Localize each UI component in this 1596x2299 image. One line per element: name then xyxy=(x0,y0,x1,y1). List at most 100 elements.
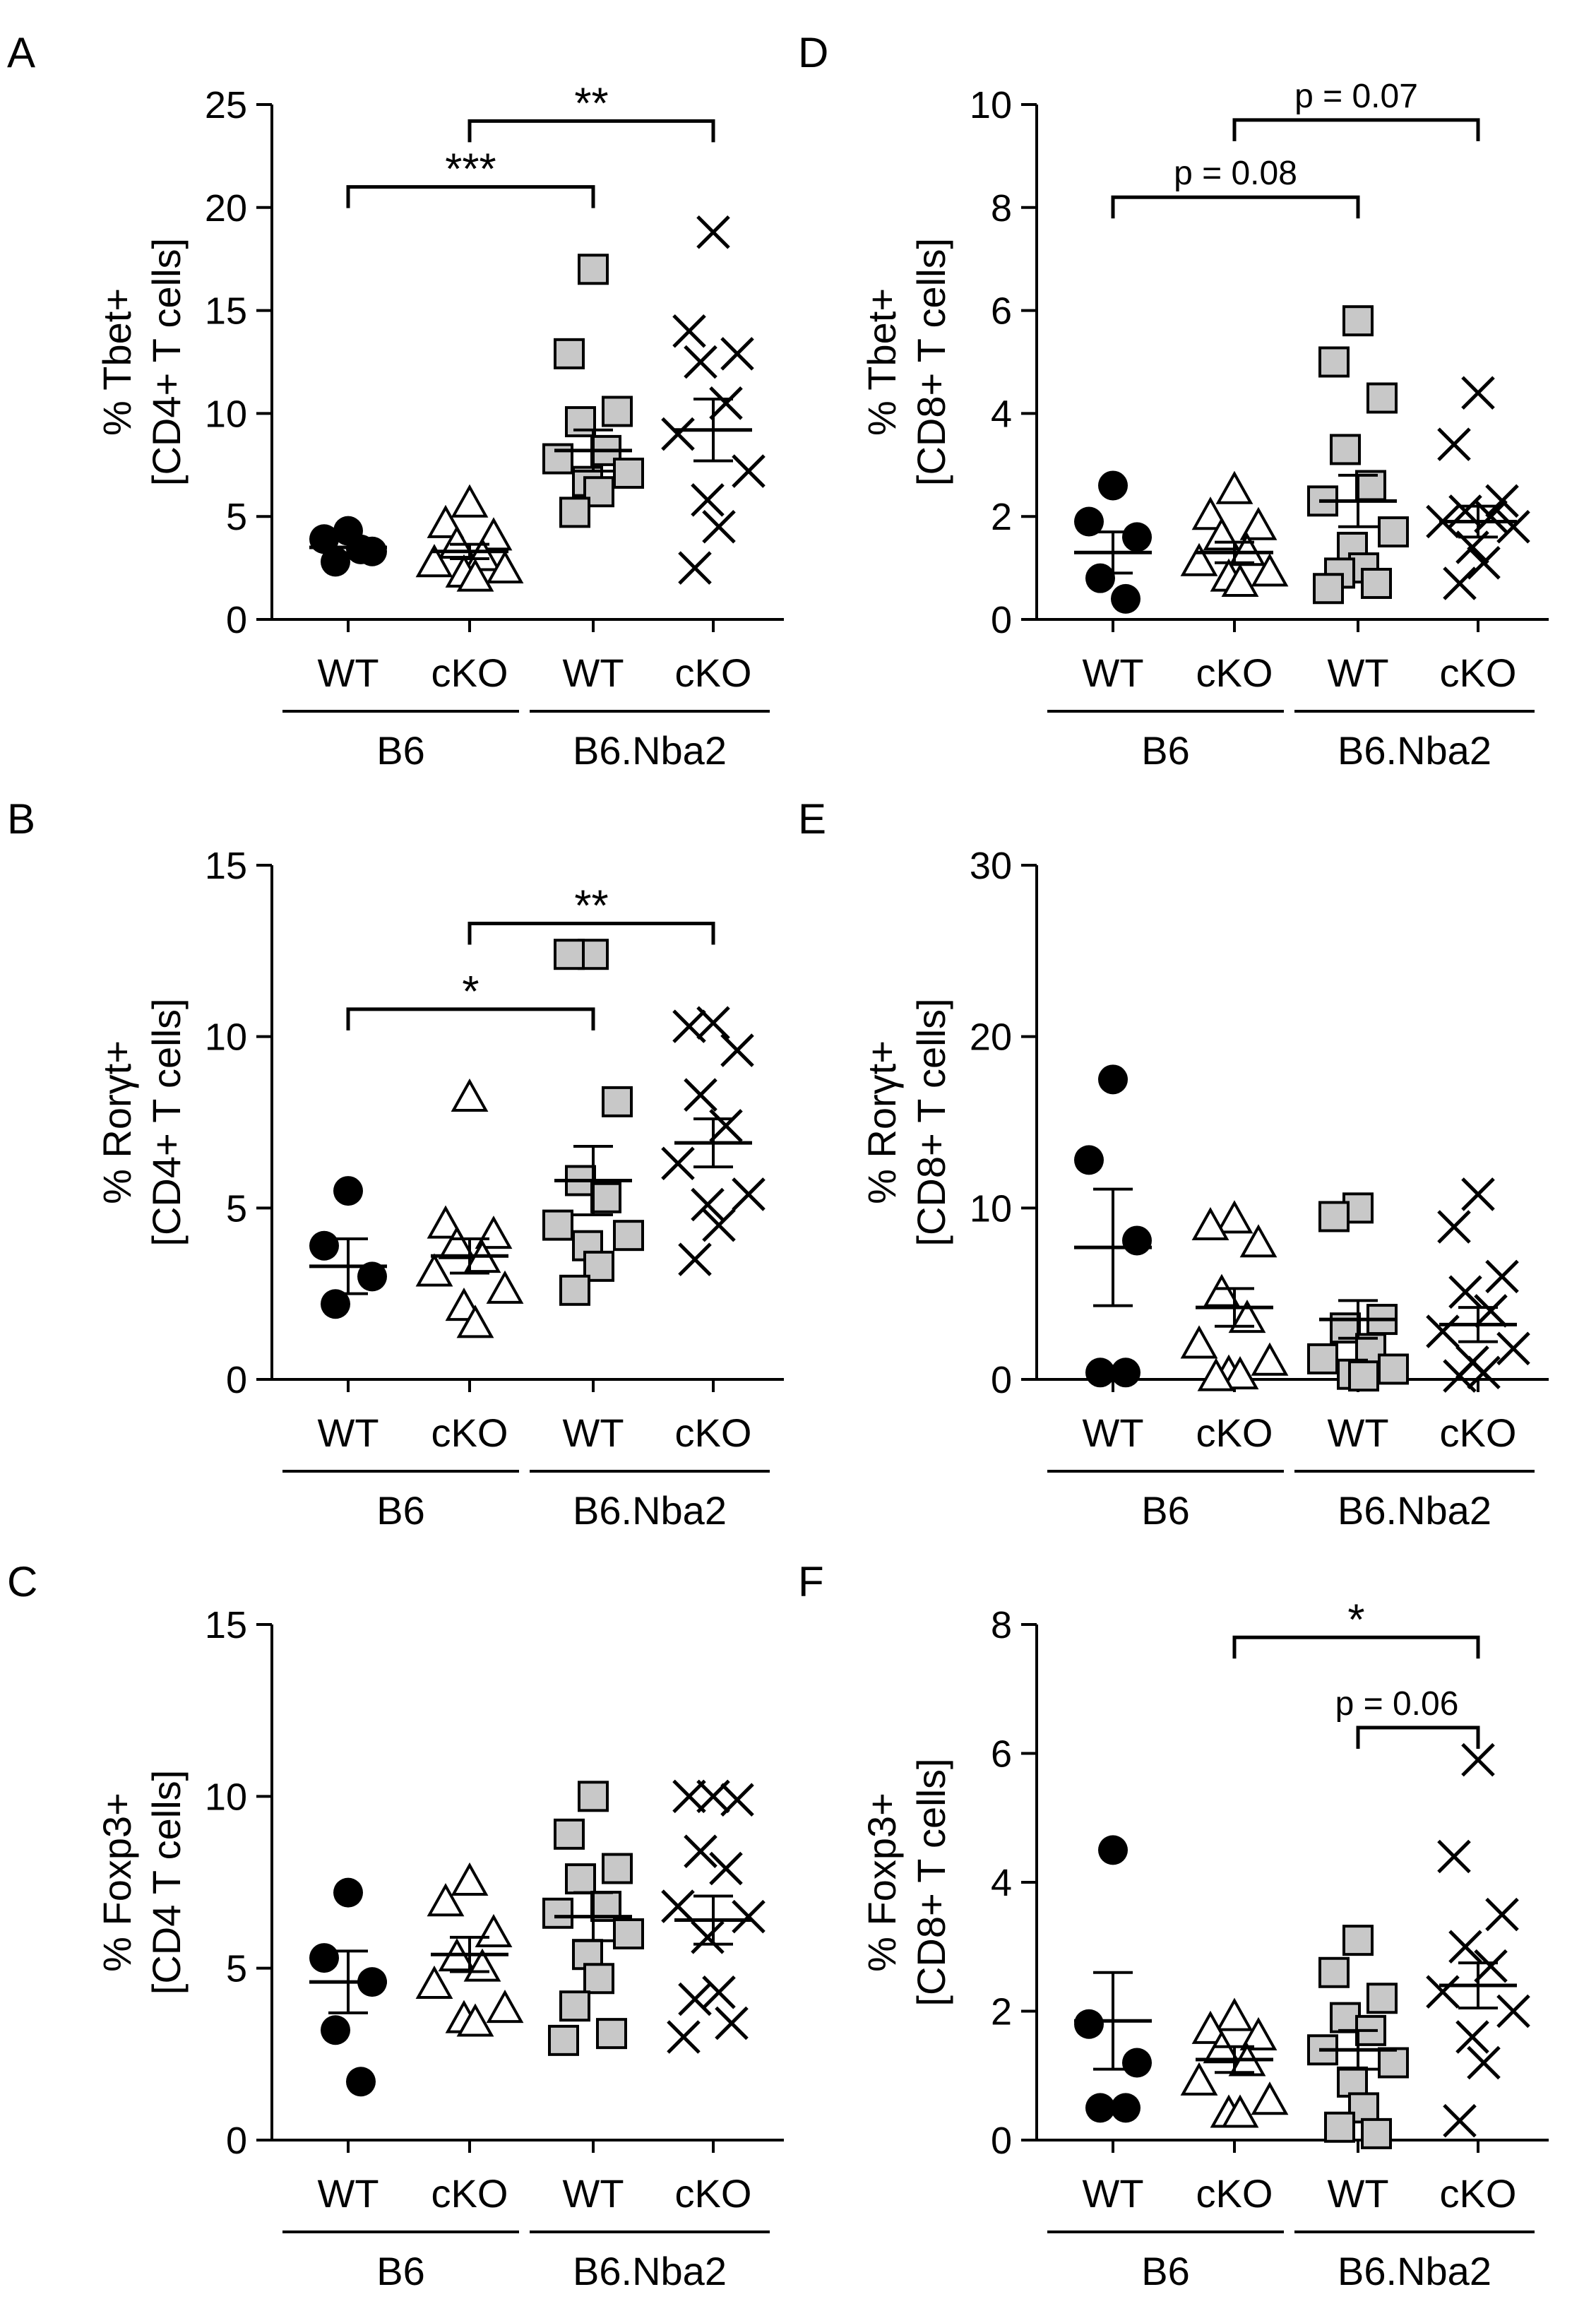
x-point xyxy=(1448,1275,1482,1309)
x-point xyxy=(702,510,736,544)
y-axis-title-line2: [CD8+ T cells] xyxy=(909,998,953,1246)
square-point xyxy=(613,1918,644,1949)
category-label: cKO xyxy=(1440,2171,1517,2216)
strain-label: B6.Nba2 xyxy=(1338,1488,1491,1533)
series-2 xyxy=(1307,305,1409,605)
y-axis-title-line1: % Rorγt+ xyxy=(95,1040,139,1204)
category-label: cKO xyxy=(431,1410,508,1455)
category-label: cKO xyxy=(1196,651,1273,695)
y-tick-label: 0 xyxy=(991,2120,1012,2162)
triangle-point xyxy=(486,549,524,584)
category-label: cKO xyxy=(1440,651,1517,695)
category-label: cKO xyxy=(675,1410,752,1455)
y-axis-title: % Foxp3+ [CD4 T cells] xyxy=(95,1770,189,1995)
significance-label: p = 0.06 xyxy=(1335,1685,1459,1723)
x-point xyxy=(709,1109,743,1143)
square-point xyxy=(1342,305,1374,337)
category-label: WT xyxy=(1082,651,1143,695)
x-point xyxy=(1437,427,1471,461)
triangle-point xyxy=(1228,533,1266,566)
category-label: WT xyxy=(1327,651,1388,695)
x-point xyxy=(732,1177,766,1211)
triangle-point xyxy=(1251,2081,1289,2115)
strain-label: B6.Nba2 xyxy=(1338,2249,1491,2293)
triangle-point xyxy=(1239,506,1278,540)
x-point xyxy=(1426,1975,1460,2009)
panel-letter: B xyxy=(7,795,35,843)
bracket-line xyxy=(468,119,715,143)
y-tick-label: 25 xyxy=(205,84,247,126)
triangle-point xyxy=(1215,1997,1253,2031)
circle-point xyxy=(1098,470,1128,501)
circle-point xyxy=(1111,2093,1141,2123)
x-point xyxy=(691,1187,725,1222)
x-point xyxy=(1496,1331,1530,1366)
square-point xyxy=(578,1781,609,1812)
square-point xyxy=(1330,434,1361,465)
y-tick-label: 20 xyxy=(970,1016,1012,1059)
category-label: WT xyxy=(1082,1410,1143,1455)
y-axis-title-line2: [CD4+ T cells] xyxy=(144,238,189,486)
triangle-point xyxy=(1180,1325,1218,1359)
square-point xyxy=(1361,567,1392,599)
triangle-point xyxy=(486,1989,524,2024)
y-tick-label: 0 xyxy=(226,1359,247,1401)
series-3 xyxy=(661,1006,766,1276)
x-point xyxy=(661,1889,695,1923)
strain-label: B6 xyxy=(1141,728,1190,773)
panel-letter: F xyxy=(798,1558,824,1605)
panel-letter: C xyxy=(7,1558,37,1605)
significance-bracket: *** xyxy=(346,145,595,208)
x-point xyxy=(684,1078,717,1112)
square-point xyxy=(583,1963,614,1995)
strain-label: B6 xyxy=(1141,2249,1190,2293)
y-tick-label: 0 xyxy=(991,1359,1012,1401)
y-tick-label: 0 xyxy=(226,2120,247,2162)
x-point xyxy=(709,386,743,420)
square-point xyxy=(1378,2047,1409,2079)
x-point xyxy=(1474,1294,1508,1328)
square-point xyxy=(1313,573,1344,605)
square-point xyxy=(1366,382,1398,414)
triangle-point xyxy=(456,1305,494,1338)
square-point xyxy=(613,1220,644,1252)
y-axis-title-line1: % Foxp3+ xyxy=(859,1793,904,1972)
series-2 xyxy=(1307,1192,1409,1392)
x-point xyxy=(1496,510,1530,544)
x-point xyxy=(715,2006,749,2040)
y-axis-title-line2: [CD8+ T cells] xyxy=(909,238,953,486)
circle-point xyxy=(1074,2009,1104,2039)
significance-bracket: ** xyxy=(468,882,715,945)
circle-point xyxy=(1122,2048,1152,2078)
x-point xyxy=(696,215,730,249)
x-point xyxy=(1461,1742,1495,1777)
category-label: WT xyxy=(562,2171,624,2216)
circle-point xyxy=(321,2015,350,2045)
x-point xyxy=(672,1779,706,1814)
triangle-point xyxy=(1191,1206,1229,1241)
x-point xyxy=(1467,2045,1501,2080)
circle-point xyxy=(1074,1145,1104,1175)
x-point xyxy=(709,1851,743,1886)
square-point xyxy=(602,1853,633,1884)
y-axis-title: % Rorγt+ [CD8+ T cells] xyxy=(859,998,953,1246)
triangle-point xyxy=(1239,1224,1278,1258)
significance-bracket: * xyxy=(346,968,595,1030)
triangle-point xyxy=(451,484,489,518)
y-axis-title: % Tbet+ [CD4+ T cells] xyxy=(95,238,189,486)
triangle-point xyxy=(451,1078,489,1112)
category-label: WT xyxy=(1327,2171,1388,2216)
square-point xyxy=(596,2018,627,2050)
y-tick-label: 30 xyxy=(970,845,1012,887)
triangle-point xyxy=(456,2003,494,2037)
category-label: cKO xyxy=(1196,1410,1273,1455)
x-point xyxy=(720,1783,754,1817)
bracket-line xyxy=(1111,195,1360,219)
panel-letter: A xyxy=(7,29,35,76)
x-point xyxy=(684,345,717,379)
x-point xyxy=(672,1009,706,1043)
x-point xyxy=(732,454,766,488)
circle-point xyxy=(1085,563,1115,593)
series-2 xyxy=(542,254,644,528)
series-2 xyxy=(542,1781,644,2056)
